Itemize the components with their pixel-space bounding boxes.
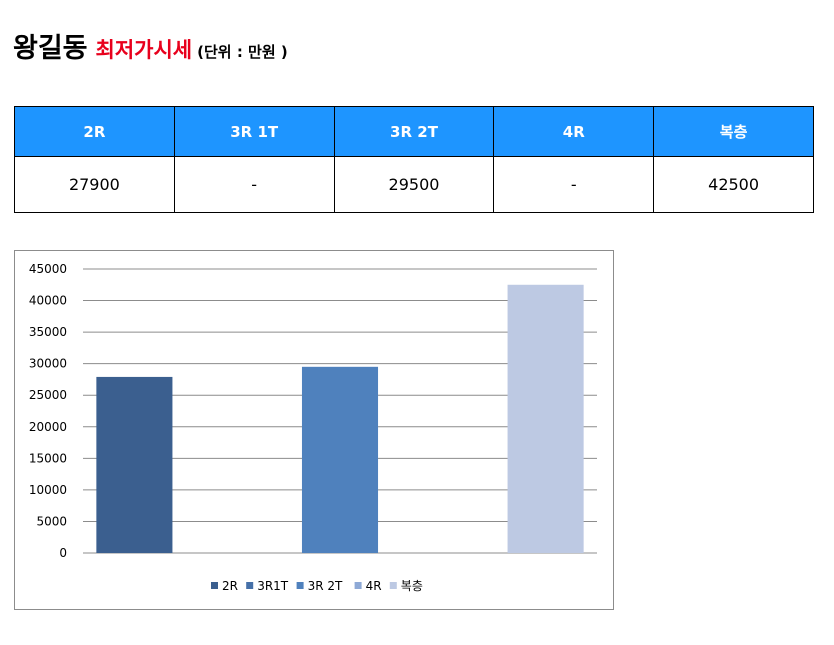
y-tick-label: 20000 [29,420,67,434]
table-cell: - [493,156,655,213]
y-tick-label: 25000 [29,388,67,402]
legend-label: 3R 2T [308,579,343,593]
bar-chart: 0 5000 10000 15000 20000 25000 30000 35000 40000… [29,262,597,593]
y-tick-label: 15000 [29,451,67,465]
header-cell: 3R 1T [173,106,335,157]
legend-label: 3R1T [257,579,289,593]
legend-label: 4R [366,579,382,593]
y-tick-label: 10000 [29,483,67,497]
legend-swatch [246,582,254,589]
bar [507,284,584,553]
y-tick-label: 30000 [29,357,67,371]
y-tick-label: 0 [59,546,67,560]
bar [301,366,379,553]
table-cell: 27900 [14,156,175,213]
header-cell: 3R 2T [333,106,495,157]
price-table: 2R 3R 1T 3R 2T 4R 복층 27900 - 29500 - 425… [14,106,814,213]
header-cell: 복층 [653,106,814,157]
table-row: 27900 - 29500 - 42500 [14,156,814,213]
axis-layer: 0 5000 10000 15000 20000 25000 30000 35000 40000… [29,262,67,560]
y-tick-label: 35000 [29,325,67,339]
legend-swatch [354,582,362,589]
bar-layer [96,284,584,553]
legend-label: 2R [222,579,238,593]
chart-container: 0 5000 10000 15000 20000 25000 30000 35000 40000… [14,250,614,610]
legend-swatch [211,582,218,589]
legend: 2R 3R1T 3R 2T 4R 복층 [211,579,423,593]
y-tick-label: 5000 [36,514,67,528]
table-cell: - [173,156,335,213]
table-cell: 29500 [333,156,495,213]
header-cell: 2R [14,106,175,157]
header-cell: 4R [493,106,655,157]
legend-swatch [389,582,397,589]
table-header-row: 2R 3R 1T 3R 2T 4R 복층 [14,106,814,157]
y-tick-label: 40000 [29,294,67,308]
legend-label: 복층 [401,579,423,593]
table-cell: 42500 [653,156,814,213]
page-subtitle: 최저가시세 [95,38,193,62]
unit-label: (단위 : 만원 ) [197,43,288,61]
legend-swatch [296,582,304,589]
page-title: 왕길동 [13,33,88,64]
bar [96,376,173,553]
title-row: 왕길동 최저가시세 (단위 : 만원 ) [13,26,288,65]
y-tick-label: 45000 [29,262,67,276]
